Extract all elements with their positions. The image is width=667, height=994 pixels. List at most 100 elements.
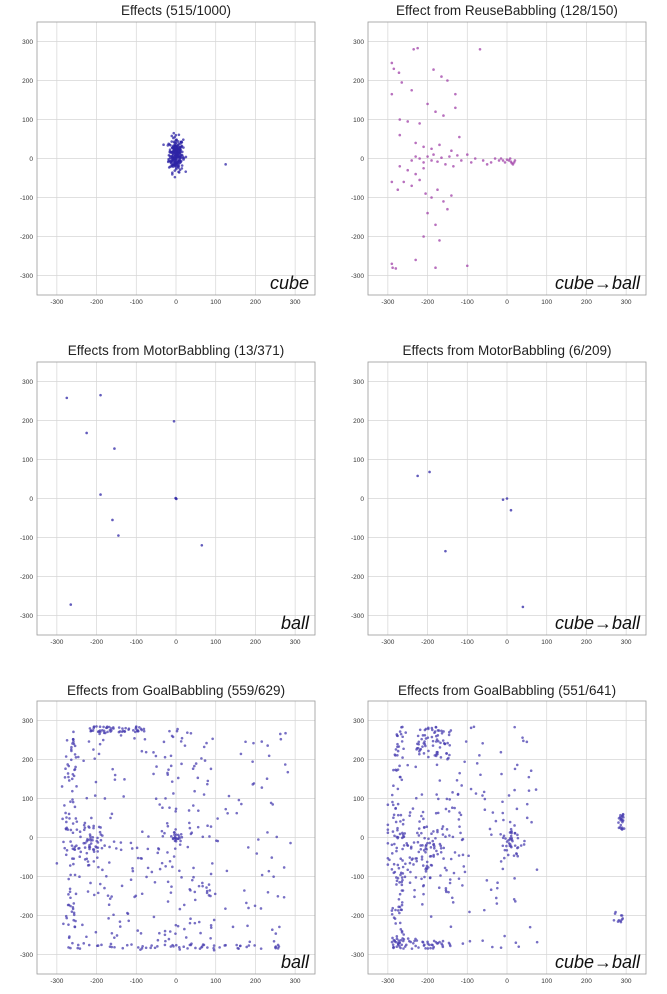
data-point	[390, 61, 394, 65]
x-tick-label: 300	[621, 978, 632, 985]
data-point	[92, 725, 96, 728]
x-tick-label: -200	[90, 639, 103, 646]
scatter-points	[416, 470, 525, 609]
x-tick-label: 200	[250, 299, 261, 306]
data-point	[509, 508, 513, 512]
data-point	[397, 866, 401, 870]
data-point	[201, 884, 204, 888]
data-point	[68, 887, 72, 891]
data-point	[460, 838, 464, 842]
data-point	[416, 474, 419, 478]
data-point	[438, 779, 442, 782]
data-point	[140, 857, 143, 860]
data-point	[235, 811, 239, 815]
data-point	[205, 741, 208, 745]
data-point	[391, 936, 394, 940]
data-point	[417, 850, 421, 854]
data-point	[213, 892, 217, 896]
data-point	[406, 763, 409, 767]
data-point	[79, 835, 82, 839]
panel-annotation: cube→ball	[555, 273, 641, 293]
data-point	[392, 816, 395, 820]
data-point	[506, 853, 510, 857]
data-point	[513, 788, 516, 792]
data-point	[400, 901, 404, 904]
data-point	[428, 876, 432, 879]
y-tick-label: -200	[351, 574, 364, 581]
data-point	[422, 892, 425, 896]
data-point	[417, 946, 420, 949]
data-point	[437, 886, 441, 890]
data-point	[422, 235, 425, 238]
data-point	[175, 159, 179, 162]
data-point	[183, 927, 186, 931]
data-point	[433, 754, 437, 757]
data-point	[96, 836, 99, 840]
data-point	[70, 777, 74, 781]
data-point	[501, 867, 505, 871]
data-point	[98, 725, 102, 729]
data-point	[169, 945, 173, 948]
data-point	[66, 772, 70, 775]
data-point	[174, 807, 178, 811]
data-point	[444, 887, 448, 890]
data-point	[391, 830, 395, 833]
data-point	[170, 134, 174, 138]
data-point	[421, 903, 424, 906]
data-point	[447, 941, 451, 945]
data-point	[131, 867, 134, 870]
data-point	[457, 877, 461, 880]
data-point	[215, 839, 218, 842]
data-point	[418, 157, 421, 160]
data-point	[455, 778, 459, 782]
data-point	[402, 947, 405, 950]
plot-frame	[367, 361, 647, 636]
data-point	[76, 755, 80, 759]
data-point	[89, 834, 92, 838]
data-point	[272, 940, 276, 943]
data-point	[393, 842, 396, 846]
data-point	[173, 151, 177, 155]
data-point	[209, 936, 212, 940]
data-point	[482, 790, 486, 794]
data-point	[620, 826, 624, 830]
x-tick-label: -100	[130, 978, 143, 985]
y-tick-label: 0	[29, 156, 33, 163]
data-point	[429, 915, 433, 918]
x-tick-label: 100	[541, 639, 552, 646]
x-tick-label: -300	[50, 299, 63, 306]
data-point	[200, 544, 204, 547]
data-point	[501, 836, 505, 840]
scatter-points	[390, 46, 517, 270]
data-point	[98, 830, 102, 834]
data-point	[461, 884, 464, 887]
data-point	[513, 832, 517, 835]
data-point	[240, 802, 243, 806]
data-point	[88, 843, 91, 847]
data-point	[447, 890, 450, 894]
data-point	[397, 897, 401, 901]
data-point	[465, 153, 469, 156]
data-point	[394, 820, 398, 824]
data-point	[401, 822, 405, 826]
data-point	[132, 729, 135, 732]
data-point	[535, 940, 539, 944]
data-point	[95, 725, 98, 728]
data-point	[113, 773, 117, 777]
data-point	[82, 759, 85, 763]
data-point	[107, 917, 110, 920]
data-point	[271, 803, 275, 806]
data-point	[422, 145, 425, 149]
data-point	[400, 725, 403, 729]
data-point	[259, 947, 263, 950]
data-point	[422, 883, 426, 887]
data-point	[129, 878, 133, 882]
data-point	[430, 159, 433, 162]
plot-frame	[36, 361, 316, 636]
data-point	[417, 834, 421, 837]
data-point	[423, 728, 427, 732]
data-point	[65, 848, 69, 852]
data-point	[433, 847, 436, 850]
data-point	[502, 818, 505, 822]
